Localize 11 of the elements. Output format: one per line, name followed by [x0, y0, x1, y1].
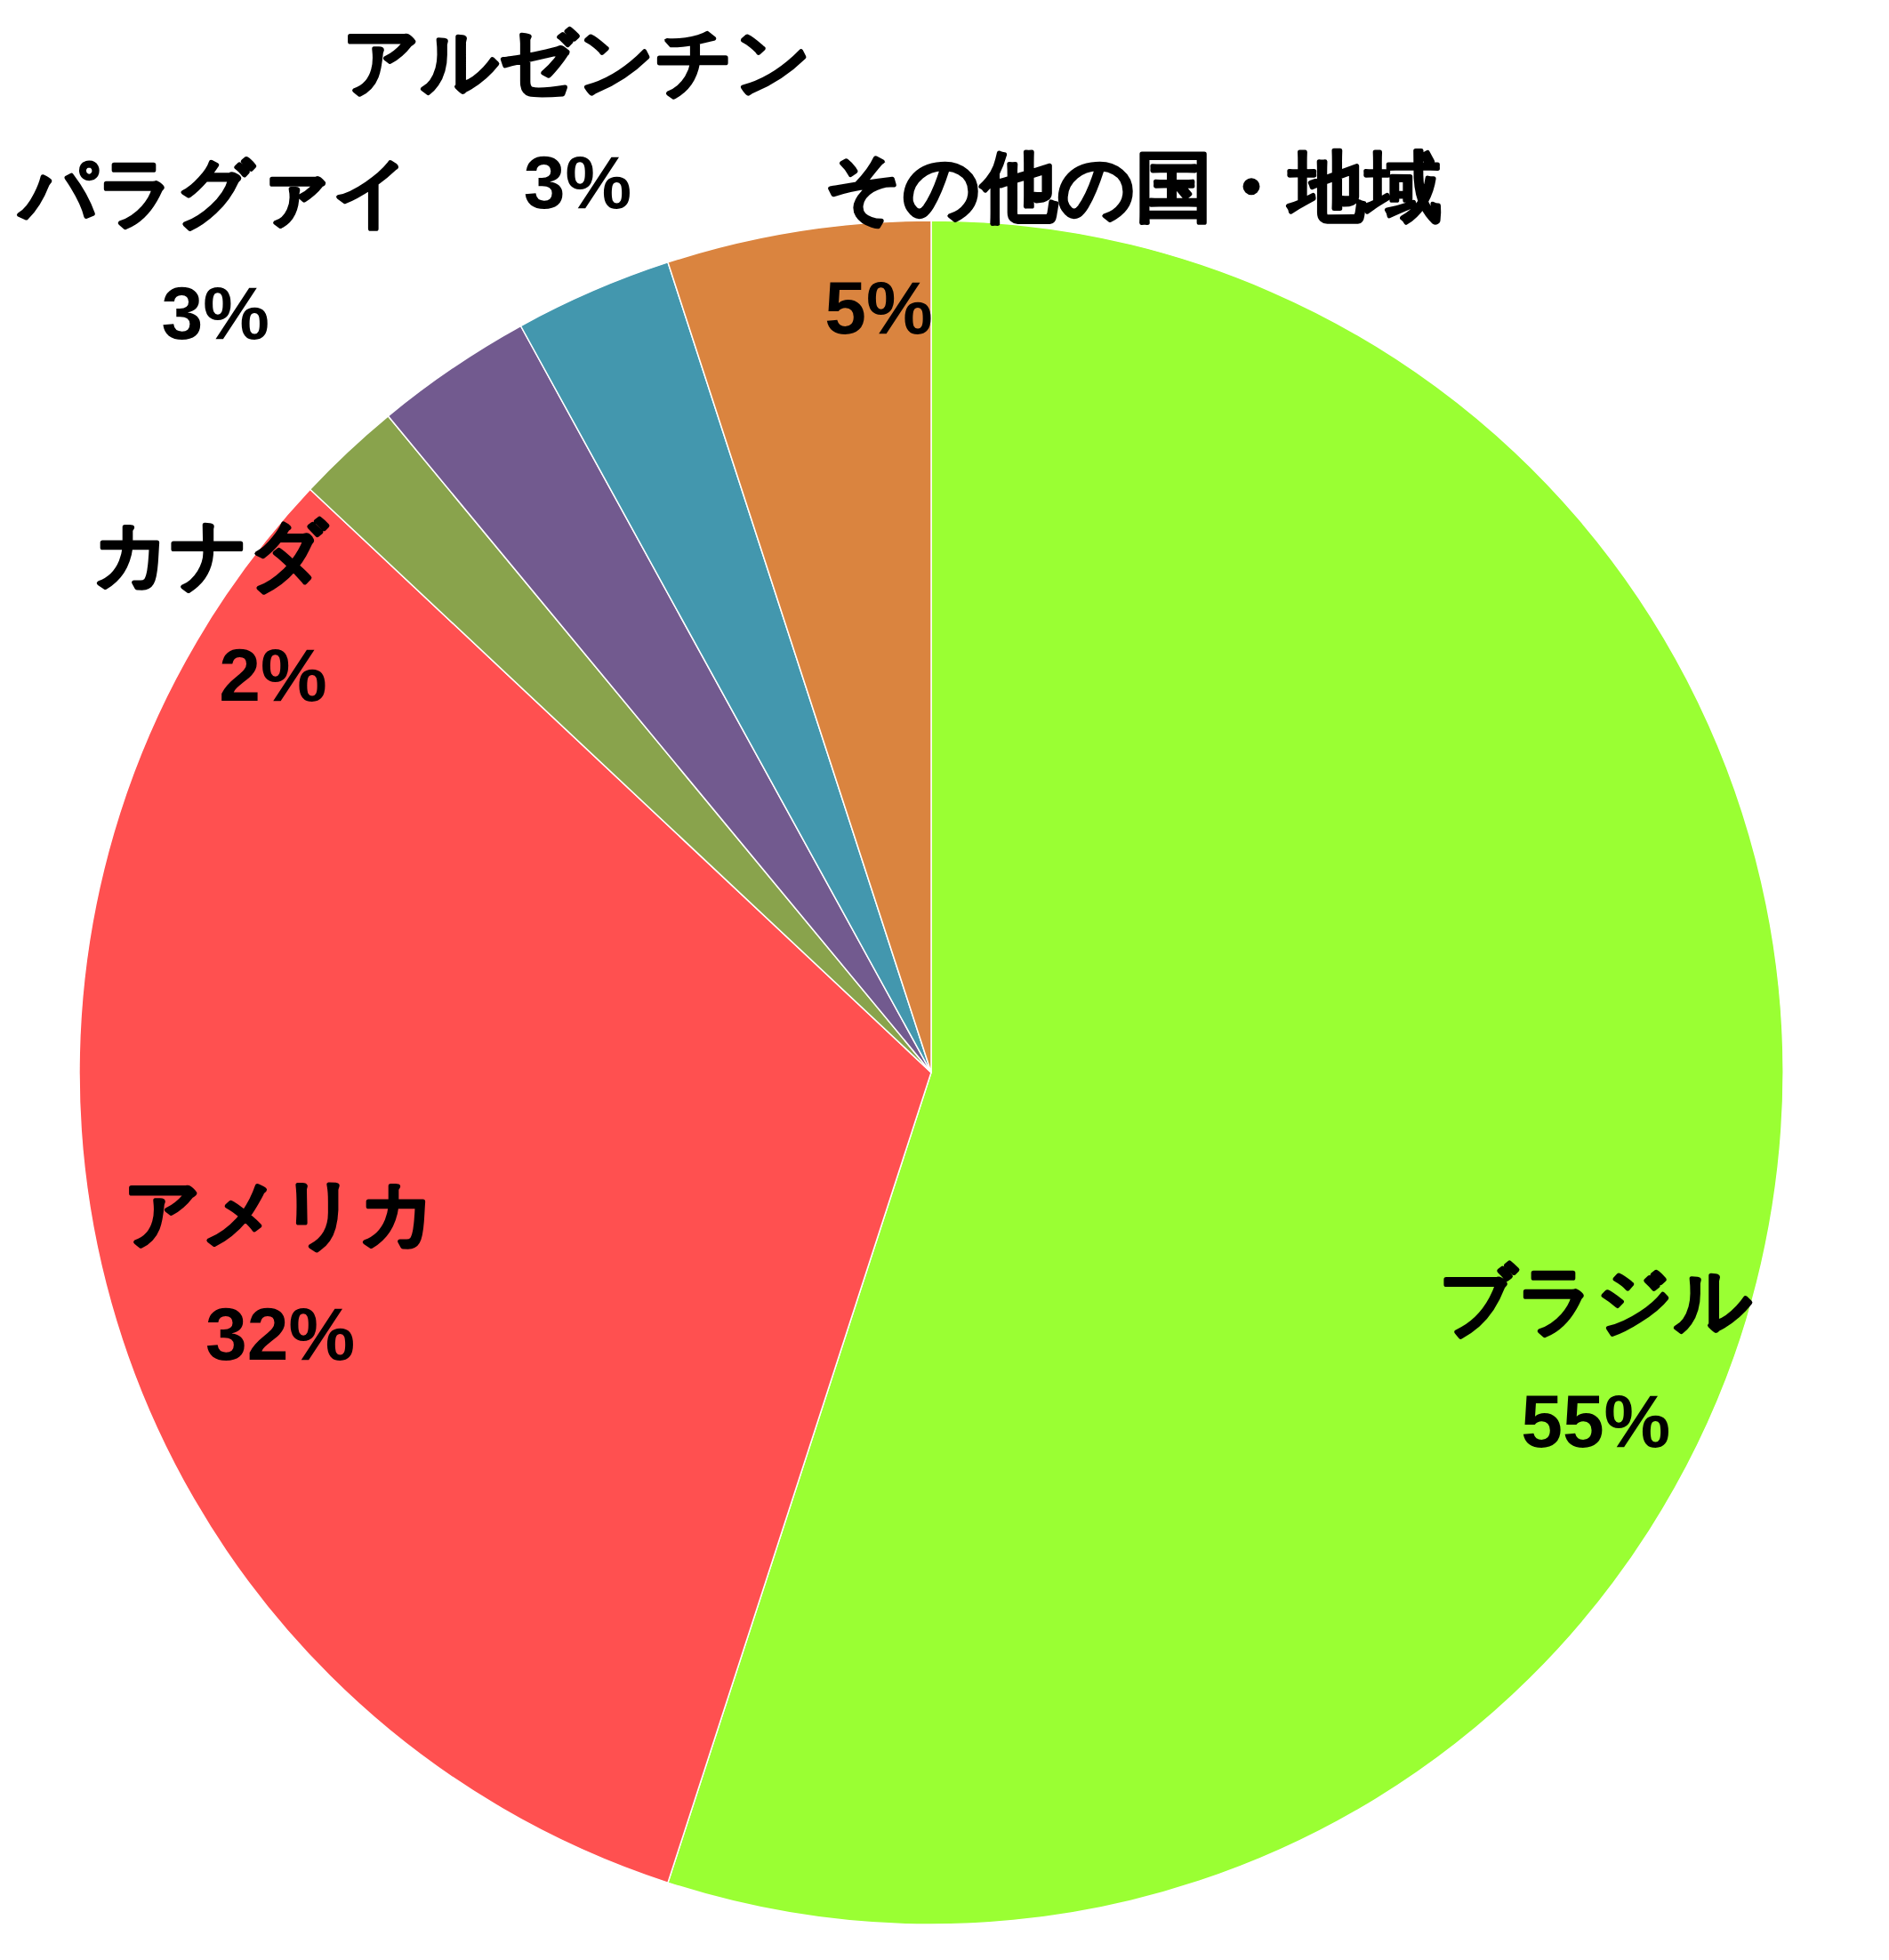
data-label: 3% [161, 271, 269, 356]
slice-label: ブラジル [1439, 1257, 1753, 1343]
data-label: 32% [205, 1292, 356, 1377]
data-label: 2% [219, 632, 327, 717]
data-label: 55% [1521, 1378, 1671, 1463]
data-label: 3% [523, 140, 632, 224]
slice-label: パラグァイ [16, 149, 412, 236]
slice-label: カナダ [92, 510, 329, 597]
slice-label: その他の国・地域 [824, 143, 1443, 229]
slice-label: アルゼンチン [342, 18, 813, 104]
slice-label: アメリカ [124, 1170, 438, 1257]
